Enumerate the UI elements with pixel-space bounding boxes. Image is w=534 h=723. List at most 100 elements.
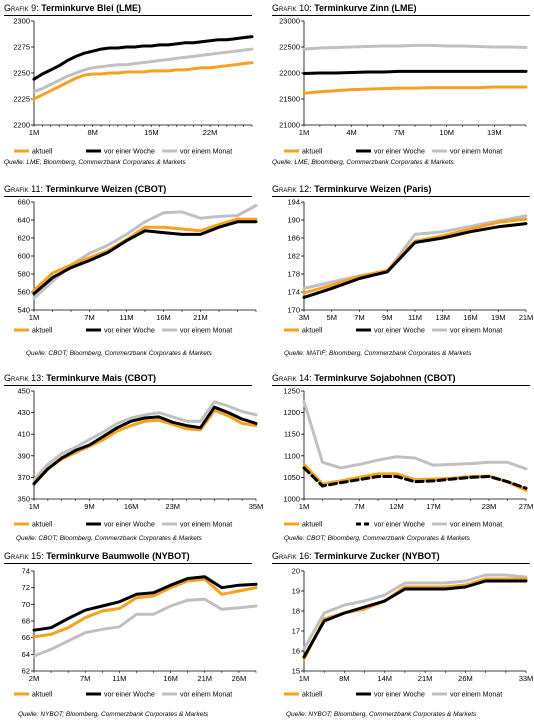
x-tick-label: 1M	[29, 313, 39, 322]
x-tick-label: 1M	[299, 128, 309, 137]
series-line-woche	[32, 405, 258, 486]
y-tick-label: 186	[287, 234, 300, 243]
x-tick-label: 7M	[84, 313, 94, 322]
y-tick-label: 182	[287, 252, 300, 261]
y-tick-label: 70	[22, 600, 30, 609]
y-tick-label: 430	[17, 408, 30, 417]
legend-label-monat: vor einem Monat	[450, 149, 502, 156]
y-tick-label: 18	[292, 607, 300, 616]
chart-panel-sojabohnen: Grafik 14: Terminkurve Sojabohnen (CBOT)…	[272, 373, 533, 545]
x-tick-label: 8M	[339, 674, 349, 683]
legend-label-aktuell: aktuell	[302, 328, 323, 335]
chart-title: Grafik 9: Terminkurve Blei (LME)	[4, 3, 142, 13]
y-tick-label: 2200	[13, 121, 30, 130]
chart-title: Grafik 16: Terminkurve Zucker (NYBOT)	[272, 551, 440, 561]
x-tick-label: 8M	[87, 128, 97, 137]
line-chart-mais: 350 370 390 410 430 450 1M 9M 16M 23M 35M aktuell vo…	[14, 387, 263, 529]
title-divider	[272, 385, 530, 386]
chart-source: Quelle: NYBOT; Bloomberg, Commerzbank Co…	[18, 711, 209, 718]
series-line-monat	[32, 597, 258, 658]
y-tick-label: 560	[17, 288, 30, 297]
chart-panel-weizen-paris: Grafik 12: Terminkurve Weizen (Paris) 17…	[272, 184, 533, 357]
y-tick-label: 178	[287, 270, 300, 279]
title-divider	[4, 15, 252, 16]
x-tick-label: 27M	[519, 502, 534, 511]
line-chart-sojabohnen: 1000 1050 1100 1150 1200 1250 1M 7M 12M 17M 23M 27M…	[283, 387, 533, 529]
chart-source: Quelle: CBOT; Bloomberg, Commerzbank Cor…	[284, 535, 470, 542]
y-tick-label: 370	[17, 473, 30, 482]
line-chart-blei: 2200 2225 2250 2275 2300 1M 8M 15M 22M aktuell vor…	[13, 17, 254, 156]
y-tick-label: 64	[22, 650, 30, 659]
title-divider	[272, 15, 530, 16]
y-tick-label: 660	[17, 198, 30, 207]
chart-panel-blei: Grafik 9: Terminkurve Blei (LME) 2200 222…	[4, 3, 260, 175]
series-line-monat	[302, 43, 528, 51]
x-tick-label: 26M	[458, 674, 473, 683]
y-tick-label: 174	[287, 288, 300, 297]
chart-title: Grafik 12: Terminkurve Weizen (Paris)	[272, 184, 432, 194]
x-tick-label: 16M	[463, 313, 478, 322]
x-tick-label: 13M	[487, 128, 502, 137]
legend-label-aktuell: aktuell	[302, 692, 323, 699]
y-tick-label: 450	[17, 387, 30, 396]
series-line-woche	[302, 466, 528, 490]
chart-panel-mais: Grafik 13: Terminkurve Mais (CBOT) 350 37…	[4, 373, 263, 545]
legend-label-woche: vor einer Woche	[104, 328, 155, 335]
y-tick-label: 2225	[13, 95, 30, 104]
legend-label-monat: vor einem Monat	[180, 522, 232, 529]
chart-title: Grafik 10: Terminkurve Zinn (LME)	[272, 3, 417, 13]
y-tick-label: 19	[292, 587, 300, 596]
series-line-aktuell	[302, 577, 528, 661]
x-tick-label: 7M	[354, 502, 364, 511]
series-line-woche	[32, 220, 258, 296]
y-tick-label: 15	[292, 667, 300, 676]
x-tick-label: 23M	[165, 502, 180, 511]
x-tick-label: 16M	[156, 313, 171, 322]
series-line-monat	[32, 47, 254, 94]
legend-label-aktuell: aktuell	[32, 522, 53, 529]
legend-label-aktuell: aktuell	[302, 522, 323, 529]
legend-label-aktuell: aktuell	[32, 692, 53, 699]
y-tick-label: 1000	[283, 495, 300, 504]
y-tick-label: 170	[287, 306, 300, 315]
x-tick-label: 16M	[124, 502, 139, 511]
y-tick-label: 1050	[283, 473, 300, 482]
y-tick-label: 640	[17, 216, 30, 225]
x-tick-label: 15M	[144, 128, 159, 137]
x-tick-label: 10M	[439, 128, 454, 137]
series-line-aktuell	[302, 85, 528, 95]
x-tick-label: 23M	[482, 502, 497, 511]
y-tick-label: 620	[17, 234, 30, 243]
title-divider	[272, 563, 530, 564]
series-line-aktuell	[32, 577, 258, 639]
series-line-woche	[32, 35, 254, 81]
legend-label-monat: vor einem Monat	[450, 522, 502, 529]
y-tick-label: 2275	[13, 43, 30, 52]
chart-title: Grafik 14: Terminkurve Sojabohnen (CBOT)	[272, 373, 456, 383]
y-tick-label: 1150	[284, 430, 300, 439]
legend-label-monat: vor einem Monat	[450, 328, 502, 335]
legend-label-woche: vor einer Woche	[104, 692, 155, 699]
chart-source: Quelle: LME; Bloomberg, Commerzbank Corp…	[4, 159, 186, 166]
title-divider	[4, 196, 252, 197]
chart-source: Quelle: MATIF; Bloomberg, Commerzbank Co…	[284, 350, 472, 357]
x-tick-label: 3M	[299, 313, 309, 322]
y-tick-label: 20	[292, 567, 300, 576]
x-tick-label: 22M	[203, 128, 218, 137]
series-line-woche	[302, 579, 528, 659]
x-tick-label: 21M	[197, 674, 212, 683]
x-tick-label: 4M	[346, 128, 356, 137]
y-tick-label: 68	[22, 617, 30, 626]
y-tick-label: 2300	[13, 17, 30, 26]
series-line-monat	[302, 573, 528, 651]
x-tick-label: 1M	[29, 502, 39, 511]
y-tick-label: 1250	[283, 387, 300, 396]
series-line-woche	[302, 69, 528, 75]
chart-source: Quelle: NYBOT; Bloomberg, Commerzbank Co…	[286, 711, 477, 718]
series-line-aktuell	[32, 408, 258, 485]
x-tick-label: 7M	[80, 674, 90, 683]
chart-panel-zucker: Grafik 16: Terminkurve Zucker (NYBOT) 15…	[272, 551, 533, 723]
y-tick-label: 22500	[279, 43, 300, 52]
x-tick-label: 9M	[382, 313, 392, 322]
y-tick-label: 62	[22, 667, 30, 676]
